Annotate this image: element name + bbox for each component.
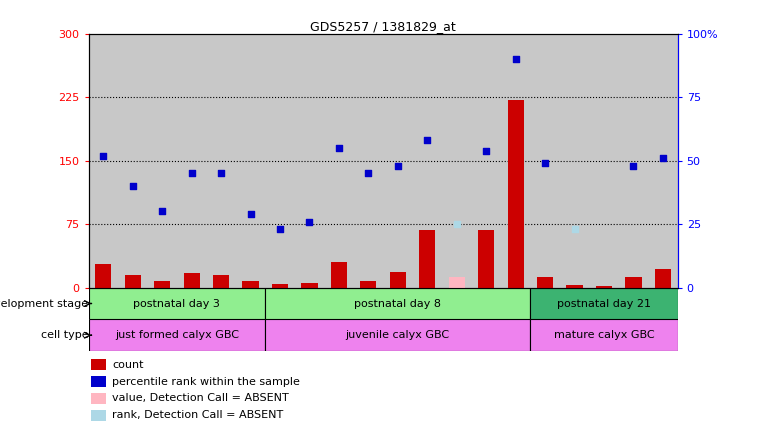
Bar [92, 393, 106, 404]
Bar [531, 319, 678, 351]
Bar [471, 34, 501, 288]
Bar [383, 34, 413, 288]
Bar [413, 34, 442, 288]
Bar [243, 281, 259, 288]
Bar [118, 34, 148, 288]
Text: postnatal day 8: postnatal day 8 [354, 299, 441, 308]
Bar [596, 286, 612, 288]
Point [303, 218, 316, 225]
Point [510, 56, 522, 63]
Bar [154, 281, 170, 288]
Bar [331, 262, 347, 288]
Bar [353, 34, 383, 288]
Bar [419, 230, 435, 288]
Bar [531, 34, 560, 288]
Bar [177, 34, 206, 288]
Bar [648, 34, 678, 288]
Bar [507, 100, 524, 288]
Bar [206, 34, 236, 288]
Bar [92, 410, 106, 421]
Bar [619, 34, 648, 288]
Text: percentile rank within the sample: percentile rank within the sample [112, 376, 300, 387]
Bar [589, 34, 619, 288]
Point [215, 170, 227, 177]
Bar [442, 34, 471, 288]
Bar [295, 34, 324, 288]
Bar [92, 359, 106, 370]
Point [628, 162, 640, 169]
Point [539, 160, 551, 167]
Point [97, 152, 109, 159]
Bar [390, 272, 406, 288]
Bar [89, 319, 265, 351]
Bar [89, 288, 265, 319]
Point [392, 162, 404, 169]
Bar [449, 283, 465, 288]
Point [156, 208, 169, 215]
Point [657, 155, 669, 162]
Text: just formed calyx GBC: just formed calyx GBC [115, 330, 239, 340]
Point [568, 226, 581, 233]
Text: cell type: cell type [41, 330, 89, 340]
Bar [360, 281, 377, 288]
Text: value, Detection Call = ABSENT: value, Detection Call = ABSENT [112, 393, 289, 404]
Bar [654, 269, 671, 288]
Bar [265, 319, 531, 351]
Title: GDS5257 / 1381829_at: GDS5257 / 1381829_at [310, 20, 456, 33]
Bar [148, 34, 177, 288]
Point [274, 226, 286, 233]
Bar [560, 34, 589, 288]
Bar [183, 273, 199, 288]
Point [480, 147, 492, 154]
Bar [537, 277, 553, 288]
Bar [625, 277, 641, 288]
Bar [531, 288, 678, 319]
Bar [236, 34, 265, 288]
Text: count: count [112, 360, 144, 370]
Point [333, 145, 345, 151]
Bar [265, 288, 531, 319]
Bar [266, 34, 295, 288]
Bar [478, 230, 494, 288]
Point [421, 137, 434, 144]
Point [244, 211, 256, 217]
Text: rank, Detection Call = ABSENT: rank, Detection Call = ABSENT [112, 410, 283, 420]
Bar [92, 376, 106, 387]
Point [186, 170, 198, 177]
Bar [567, 285, 583, 288]
Bar [301, 283, 317, 288]
Bar [89, 34, 118, 288]
Point [126, 183, 139, 190]
Bar [213, 275, 229, 288]
Text: development stage: development stage [0, 299, 89, 308]
Text: postnatal day 21: postnatal day 21 [557, 299, 651, 308]
Point [362, 170, 374, 177]
Point [450, 221, 463, 228]
Bar [125, 275, 141, 288]
Bar [501, 34, 531, 288]
Text: postnatal day 3: postnatal day 3 [133, 299, 220, 308]
Bar [272, 284, 288, 288]
Bar [324, 34, 353, 288]
Bar [95, 264, 112, 288]
Text: juvenile calyx GBC: juvenile calyx GBC [346, 330, 450, 340]
Text: mature calyx GBC: mature calyx GBC [554, 330, 654, 340]
Bar [449, 277, 465, 288]
